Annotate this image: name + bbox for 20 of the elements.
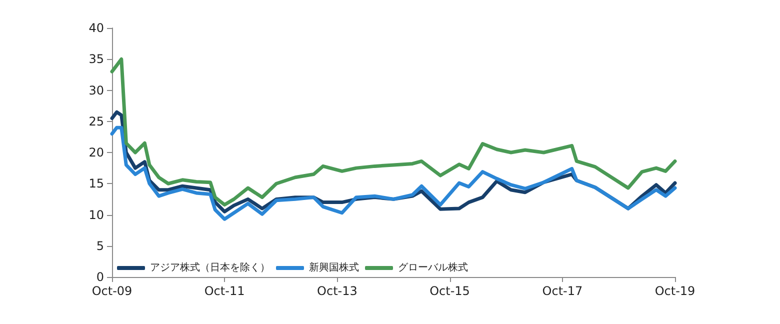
y-tick-label: 0 xyxy=(96,270,104,284)
y-tick-label: 30 xyxy=(88,83,104,98)
x-tick-label: Oct-17 xyxy=(542,284,583,298)
y-tick-label: 15 xyxy=(88,176,104,191)
y-tick-label: 10 xyxy=(88,208,104,222)
y-tick-label: 25 xyxy=(88,114,104,128)
y-tick-label: 40 xyxy=(88,21,104,35)
line-series xyxy=(110,57,677,207)
legend-label: グローバル株式 xyxy=(398,262,468,274)
legend-label: 新興国株式 xyxy=(309,262,359,274)
y-tick-label: 20 xyxy=(88,146,104,160)
x-tick-label: Oct-19 xyxy=(654,284,696,298)
y-tick-label: 35 xyxy=(88,52,104,66)
line-series xyxy=(110,126,677,221)
legend-label: アジア株式（日本を除く） xyxy=(150,262,270,274)
x-tick-label: Oct-15 xyxy=(430,284,470,298)
x-tick-label: Oct-13 xyxy=(317,284,358,298)
y-tick-label: 5 xyxy=(96,238,104,253)
x-tick-label: Oct-09 xyxy=(92,284,132,298)
x-tick-label: Oct-11 xyxy=(204,284,245,298)
